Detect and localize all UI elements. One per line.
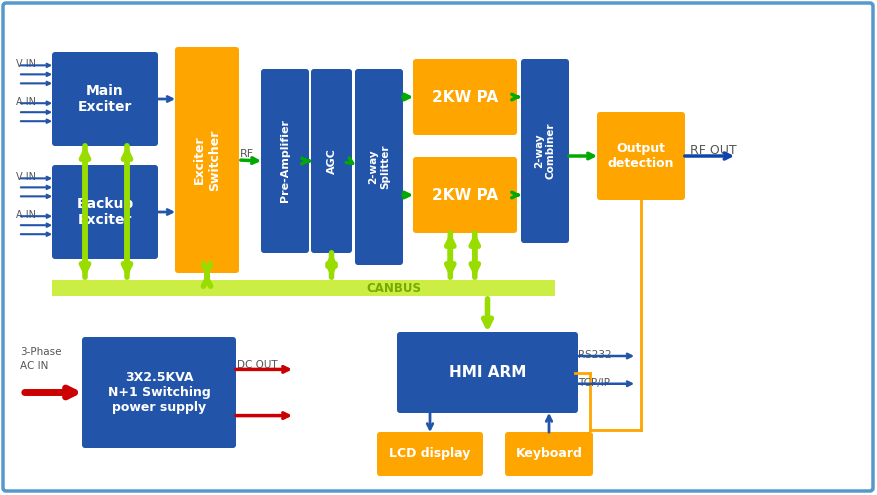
Text: Pre-Amplifier: Pre-Amplifier [280, 119, 290, 202]
Text: V IN: V IN [16, 172, 36, 182]
Bar [52, 280, 555, 296]
FancyBboxPatch shape [261, 69, 309, 253]
Text: Main
Exciter: Main Exciter [78, 84, 132, 114]
Text: RF OUT: RF OUT [690, 145, 737, 157]
Text: LCD display: LCD display [389, 447, 471, 460]
Text: 3-Phase: 3-Phase [20, 347, 61, 357]
Text: HMI ARM: HMI ARM [449, 365, 526, 380]
Text: 3X2.5KVA
N+1 Switching
power supply: 3X2.5KVA N+1 Switching power supply [108, 371, 210, 414]
Text: Exciter
Switcher: Exciter Switcher [193, 129, 221, 191]
Text: DC OUT: DC OUT [237, 360, 278, 370]
FancyBboxPatch shape [505, 432, 593, 476]
FancyBboxPatch shape [175, 47, 239, 273]
Text: AGC: AGC [326, 148, 337, 174]
Text: Keyboard: Keyboard [516, 447, 582, 460]
Text: RF: RF [240, 149, 254, 159]
FancyBboxPatch shape [3, 3, 873, 491]
FancyBboxPatch shape [355, 69, 403, 265]
FancyBboxPatch shape [413, 157, 517, 233]
Text: 2-way
Combiner: 2-way Combiner [534, 123, 556, 179]
Text: 2KW PA: 2KW PA [432, 188, 498, 202]
FancyBboxPatch shape [377, 432, 483, 476]
FancyBboxPatch shape [52, 165, 158, 259]
Text: A IN: A IN [16, 210, 36, 220]
Text: TCP/IP: TCP/IP [578, 378, 610, 388]
FancyBboxPatch shape [597, 112, 685, 200]
FancyBboxPatch shape [52, 52, 158, 146]
Text: AC IN: AC IN [20, 361, 48, 371]
FancyBboxPatch shape [397, 332, 578, 413]
FancyBboxPatch shape [82, 337, 236, 448]
Text: Output
detection: Output detection [608, 142, 674, 170]
Text: RS232: RS232 [578, 350, 611, 360]
FancyBboxPatch shape [521, 59, 569, 243]
FancyBboxPatch shape [311, 69, 352, 253]
Text: A IN: A IN [16, 97, 36, 107]
Text: V IN: V IN [16, 59, 36, 69]
Text: CANBUS: CANBUS [367, 282, 422, 295]
Text: 2-way
Splitter: 2-way Splitter [368, 145, 389, 189]
Text: Backup
Exciter: Backup Exciter [76, 197, 133, 227]
Text: 2KW PA: 2KW PA [432, 90, 498, 104]
FancyBboxPatch shape [413, 59, 517, 135]
